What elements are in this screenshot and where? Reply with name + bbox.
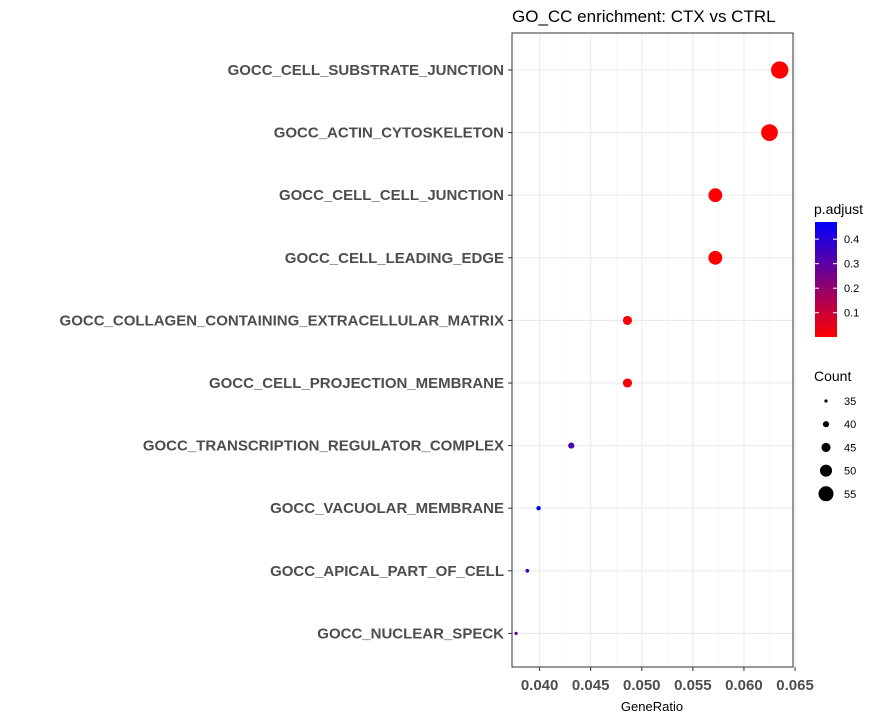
y-axis: GOCC_CELL_SUBSTRATE_JUNCTION GOCC_ACTIN_C… bbox=[60, 62, 512, 642]
count-legend-dot bbox=[819, 464, 833, 477]
data-point bbox=[536, 506, 541, 511]
count-legend-label: 55 bbox=[844, 489, 856, 501]
count-legend-label: 45 bbox=[844, 442, 856, 454]
count-legend-dot bbox=[824, 399, 828, 403]
colorbar-tick-label: 0.3 bbox=[844, 259, 859, 271]
count-legend-dot bbox=[821, 442, 831, 452]
x-tick-label: 0.045 bbox=[572, 677, 610, 694]
colorbar-tick-label: 0.4 bbox=[844, 234, 859, 246]
y-tick-label: GOCC_TRANSCRIPTION_REGULATOR_COMPLEX bbox=[143, 438, 504, 455]
y-tick-label: GOCC_CELL_PROJECTION_MEMBRANE bbox=[209, 375, 504, 392]
colorbar-tick-label: 0.2 bbox=[844, 283, 859, 295]
chart-title: GO_CC enrichment: CTX vs CTRL bbox=[512, 7, 776, 26]
data-point bbox=[568, 442, 575, 449]
data-point bbox=[622, 315, 633, 325]
y-tick-label: GOCC_VACUOLAR_MEMBRANE bbox=[270, 500, 504, 517]
y-tick-label: GOCC_NUCLEAR_SPECK bbox=[317, 625, 504, 642]
data-point bbox=[514, 631, 518, 636]
count-legend-dot bbox=[818, 486, 834, 502]
x-tick-label: 0.040 bbox=[521, 677, 559, 694]
count-legend-label: 35 bbox=[844, 396, 856, 408]
x-tick-label: 0.065 bbox=[776, 677, 814, 694]
count-legend: Count 35 40 45 50 55 bbox=[814, 368, 856, 502]
x-axis: 0.040 0.045 0.050 0.055 0.060 0.065 bbox=[521, 667, 814, 694]
data-point bbox=[761, 124, 778, 141]
x-tick-label: 0.060 bbox=[725, 677, 763, 694]
x-tick-label: 0.050 bbox=[623, 677, 661, 694]
count-legend-title: Count bbox=[814, 368, 851, 384]
y-tick-label: GOCC_CELL_CELL_JUNCTION bbox=[279, 187, 504, 204]
data-point bbox=[622, 378, 633, 388]
data-point bbox=[525, 568, 530, 573]
x-tick-label: 0.055 bbox=[674, 677, 712, 694]
x-axis-label: GeneRatio bbox=[621, 699, 683, 714]
data-point bbox=[708, 188, 723, 203]
colorbar-tick-label: 0.1 bbox=[844, 308, 859, 320]
count-legend-label: 40 bbox=[844, 419, 856, 431]
y-tick-label: GOCC_CELL_LEADING_EDGE bbox=[285, 250, 504, 267]
y-tick-label: GOCC_APICAL_PART_OF_CELL bbox=[270, 563, 504, 580]
data-point bbox=[771, 61, 789, 79]
p-adjust-colorbar bbox=[815, 222, 837, 337]
data-point bbox=[708, 250, 723, 265]
plot-panel-border bbox=[511, 32, 794, 668]
p-adjust-legend: p.adjust 0.1 0.2 0.3 0.4 bbox=[814, 201, 863, 337]
y-tick-label: GOCC_COLLAGEN_CONTAINING_EXTRACELLULAR_M… bbox=[60, 312, 504, 329]
y-tick-label: GOCC_CELL_SUBSTRATE_JUNCTION bbox=[228, 62, 504, 79]
count-legend-label: 50 bbox=[844, 466, 856, 478]
y-tick-label: GOCC_ACTIN_CYTOSKELETON bbox=[274, 125, 504, 142]
count-legend-dot bbox=[822, 421, 830, 428]
grid-lines bbox=[512, 33, 796, 667]
data-points bbox=[514, 61, 789, 636]
panel-background bbox=[512, 33, 793, 667]
p-adjust-legend-title: p.adjust bbox=[814, 201, 863, 217]
